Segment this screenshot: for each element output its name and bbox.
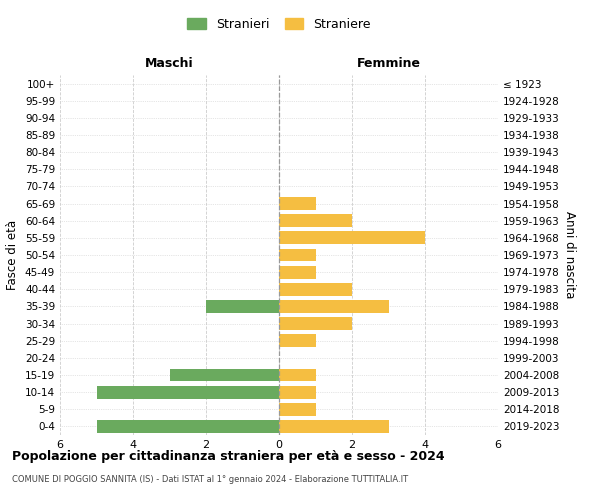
Bar [279, 248, 316, 262]
Text: Femmine: Femmine [356, 57, 421, 70]
Bar [206, 300, 279, 313]
Bar [97, 386, 279, 398]
Bar [279, 403, 316, 415]
Y-axis label: Fasce di età: Fasce di età [7, 220, 19, 290]
Bar [97, 420, 279, 433]
Text: COMUNE DI POGGIO SANNITA (IS) - Dati ISTAT al 1° gennaio 2024 - Elaborazione TUT: COMUNE DI POGGIO SANNITA (IS) - Dati IST… [12, 475, 408, 484]
Bar [279, 197, 316, 210]
Bar [279, 300, 389, 313]
Bar [279, 420, 389, 433]
Text: Maschi: Maschi [145, 57, 194, 70]
Bar [279, 334, 316, 347]
Bar [279, 232, 425, 244]
Legend: Stranieri, Straniere: Stranieri, Straniere [182, 13, 376, 36]
Bar [170, 368, 279, 382]
Bar [279, 283, 352, 296]
Bar [279, 214, 352, 227]
Text: Popolazione per cittadinanza straniera per età e sesso - 2024: Popolazione per cittadinanza straniera p… [12, 450, 445, 463]
Bar [279, 266, 316, 278]
Y-axis label: Anni di nascita: Anni di nascita [563, 212, 576, 298]
Bar [279, 386, 316, 398]
Bar [279, 317, 352, 330]
Bar [279, 368, 316, 382]
